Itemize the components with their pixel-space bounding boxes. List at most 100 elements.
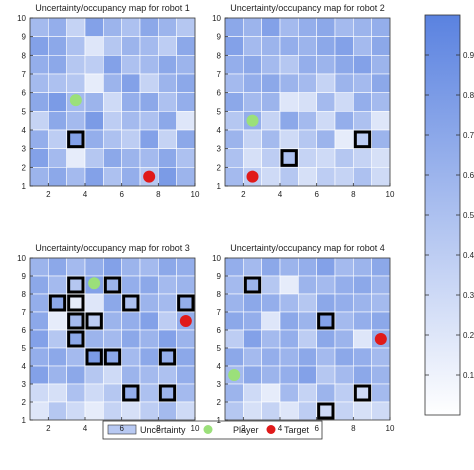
y-tick-label: 3 xyxy=(217,380,222,389)
grid-cell xyxy=(334,111,354,131)
grid-cell xyxy=(371,148,391,168)
grid-cell xyxy=(158,311,177,331)
grid-cell xyxy=(261,311,281,331)
x-tick-label: 10 xyxy=(191,190,200,199)
legend-target-marker xyxy=(266,425,276,434)
legend-uncertainty-label: Uncertainty xyxy=(140,425,186,435)
grid-cell xyxy=(29,311,49,331)
grid-cell xyxy=(139,311,159,331)
grid-cell xyxy=(139,148,159,168)
grid-cell xyxy=(261,129,281,149)
grid-cell xyxy=(103,111,122,131)
grid-cell xyxy=(139,383,159,403)
grid-cell xyxy=(353,111,372,131)
occupied-cell xyxy=(317,402,335,420)
grid-cell xyxy=(158,92,177,112)
legend-player-label: Player xyxy=(233,425,259,435)
grid-cell xyxy=(261,383,281,403)
grid-cell xyxy=(29,293,49,313)
grid-cell xyxy=(298,401,317,421)
colorbar-tick-label: 0.8 xyxy=(463,91,474,100)
grid-cell xyxy=(139,55,159,75)
x-tick-label: 2 xyxy=(46,424,51,433)
grid-cell xyxy=(316,383,336,403)
x-tick-label: 2 xyxy=(241,190,246,199)
grid-cell xyxy=(353,329,372,349)
grid-cell xyxy=(353,36,372,56)
grid-cell xyxy=(243,92,262,112)
colorbar-tick-label: 0.9 xyxy=(463,51,474,60)
grid-cell xyxy=(48,129,67,149)
grid-cell xyxy=(224,148,244,168)
grid-cell xyxy=(121,275,141,295)
grid-cell xyxy=(279,365,299,385)
grid-cell xyxy=(316,257,336,277)
legend-player-marker xyxy=(203,425,213,434)
occupied-cell xyxy=(353,130,372,149)
y-tick-label: 9 xyxy=(22,272,27,281)
y-tick-label: 7 xyxy=(22,308,27,317)
grid-cell xyxy=(298,92,317,112)
grid-cell xyxy=(279,347,299,367)
grid-cell xyxy=(103,383,122,403)
grid-cell xyxy=(334,347,354,367)
grid-cell xyxy=(66,383,86,403)
grid-cell xyxy=(66,257,86,277)
grid-cell xyxy=(139,347,159,367)
y-tick-label: 3 xyxy=(22,380,27,389)
y-tick-label: 2 xyxy=(22,163,27,172)
y-tick-label: 5 xyxy=(217,107,222,116)
y-tick-label: 5 xyxy=(22,107,27,116)
grid-cell xyxy=(261,365,281,385)
grid-cell xyxy=(279,111,299,131)
grid-cell xyxy=(334,36,354,56)
grid-cell xyxy=(298,17,317,37)
grid-cell xyxy=(243,383,262,403)
grid-cell xyxy=(243,311,262,331)
grid-cell xyxy=(298,167,317,187)
axes-frame xyxy=(224,257,391,421)
grid-cell xyxy=(103,311,122,331)
y-tick-label: 8 xyxy=(22,290,27,299)
player-marker xyxy=(246,114,259,127)
grid-cell xyxy=(139,329,159,349)
grid-cell xyxy=(224,275,244,295)
grid-cell xyxy=(84,92,104,112)
grid-cell xyxy=(243,73,262,93)
grid-cell xyxy=(334,365,354,385)
grid-cell xyxy=(298,257,317,277)
grid-cell xyxy=(316,17,336,37)
grid-cell xyxy=(371,111,391,131)
grid-cell xyxy=(158,36,177,56)
x-tick-label: 4 xyxy=(278,424,283,433)
grid-cell xyxy=(139,17,159,37)
grid-cell xyxy=(103,92,122,112)
grid-cell xyxy=(139,73,159,93)
grid-cell xyxy=(29,257,49,277)
grid-cell xyxy=(279,383,299,403)
x-tick-label: 8 xyxy=(351,424,356,433)
grid-cell xyxy=(84,148,104,168)
grid-cell xyxy=(261,257,281,277)
grid-cell xyxy=(353,401,372,421)
grid-cell xyxy=(353,293,372,313)
x-tick-label: 6 xyxy=(119,424,124,433)
grid-cell xyxy=(371,55,391,75)
y-tick-label: 3 xyxy=(22,145,27,154)
grid-cell xyxy=(121,167,141,187)
colorbar-tick-label: 0.6 xyxy=(463,171,474,180)
legend-target-label: Target xyxy=(284,425,310,435)
grid-cell xyxy=(84,293,104,313)
grid-cell xyxy=(334,129,354,149)
grid-cell xyxy=(158,55,177,75)
target-marker xyxy=(246,170,259,183)
grid-cell xyxy=(176,17,196,37)
grid-cell xyxy=(334,55,354,75)
x-tick-label: 4 xyxy=(278,190,283,199)
grid-cell xyxy=(224,111,244,131)
y-tick-label: 1 xyxy=(22,182,27,191)
grid-cell xyxy=(261,55,281,75)
grid-cell xyxy=(243,293,262,313)
grid-cell xyxy=(243,365,262,385)
target-marker xyxy=(143,170,156,183)
